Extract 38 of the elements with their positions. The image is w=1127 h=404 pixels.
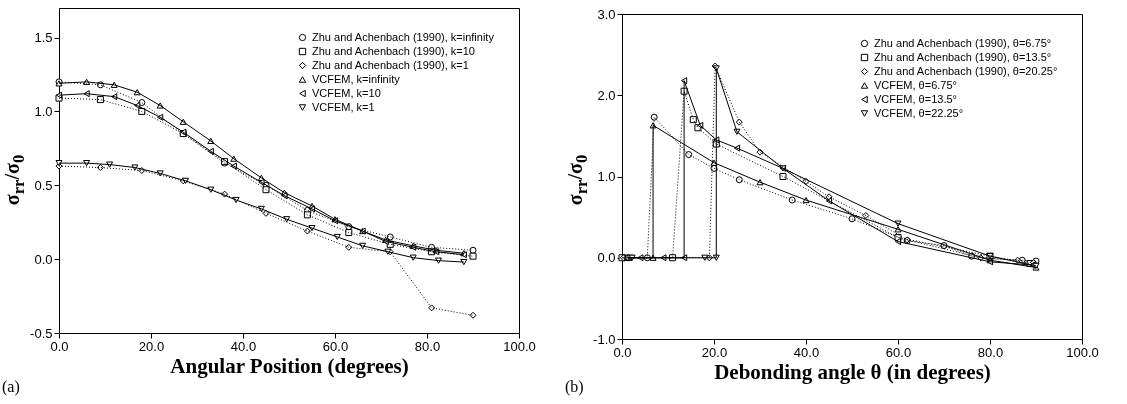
legend-label: VCFEM, θ=22.25°: [874, 106, 964, 119]
x-tick-label: 100.0: [1066, 344, 1099, 360]
legend-label: Zhu and Achenbach (1990), k=10: [312, 44, 475, 57]
text: (b): [565, 378, 584, 396]
x-tick-label: 100.0: [503, 338, 536, 354]
y-tick-label: -0.5: [30, 325, 53, 341]
x-tick-label: 60.0: [885, 344, 912, 360]
legend-label: Zhu and Achenbach (1990), θ=20.25°: [874, 64, 1058, 77]
y-tick-label: 1.0: [34, 103, 53, 119]
legend-label: Zhu and Achenbach (1990), θ=6.75°: [874, 36, 1052, 49]
legend-label: VCFEM, k=infinity: [312, 72, 401, 85]
x-tick-label: 60.0: [322, 338, 349, 354]
y-tick-label: 1.5: [34, 30, 53, 46]
y-tick-label: 0.0: [597, 250, 616, 266]
x-axis-title: Debonding angle θ (in degrees): [714, 359, 991, 384]
y-tick-label: -1.0: [593, 331, 616, 347]
legend-label: VCFEM, k=1: [312, 100, 375, 113]
x-tick-label: 20.0: [701, 344, 728, 360]
x-tick-label: 80.0: [977, 344, 1004, 360]
legend-label: Zhu and Achenbach (1990), θ=13.5°: [874, 50, 1052, 63]
legend-label: Zhu and Achenbach (1990), k=infinity: [312, 30, 495, 43]
x-tick-label: 40.0: [230, 338, 257, 354]
x-axis-title: Angular Position (degrees): [170, 353, 409, 378]
x-tick-label: 0.0: [613, 344, 632, 360]
legend-label: Zhu and Achenbach (1990), k=1: [312, 58, 469, 71]
x-tick-label: 40.0: [793, 344, 820, 360]
x-tick-label: 0.0: [50, 338, 69, 354]
y-tick-label: 1.0: [597, 169, 616, 184]
x-tick-label: 80.0: [414, 338, 441, 354]
x-tick-label: 20.0: [138, 338, 165, 354]
text: (a): [2, 378, 20, 396]
legend-label: VCFEM, k=10: [312, 86, 381, 99]
y-tick-label: 3.0: [597, 6, 616, 22]
legend-label: VCFEM, θ=13.5°: [874, 92, 957, 105]
y-tick-label: 0.0: [34, 251, 53, 267]
y-tick-label: 2.0: [597, 87, 616, 103]
legend-label: VCFEM, θ=6.75°: [874, 78, 957, 91]
y-tick-label: 0.5: [34, 177, 53, 193]
